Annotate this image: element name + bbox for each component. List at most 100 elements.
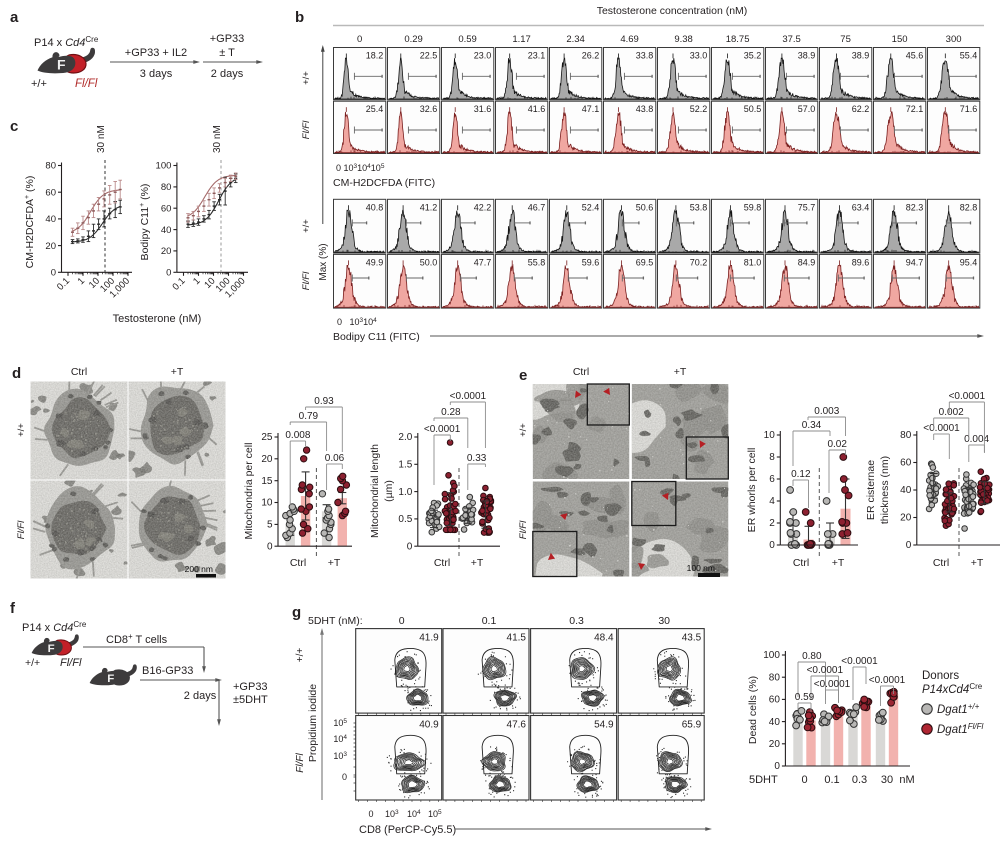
- svg-text:53.8: 53.8: [690, 202, 708, 212]
- svg-text:0.3: 0.3: [569, 615, 584, 627]
- svg-text:84.9: 84.9: [798, 257, 816, 267]
- svg-text:41.5: 41.5: [507, 633, 527, 644]
- svg-text:0.93: 0.93: [314, 396, 334, 407]
- svg-text:30: 30: [658, 615, 670, 627]
- svg-text:d: d: [12, 365, 21, 382]
- svg-text:20: 20: [45, 241, 56, 252]
- svg-text:Mitochondria per cell: Mitochondria per cell: [243, 443, 255, 540]
- svg-text:75: 75: [840, 34, 851, 45]
- svg-text:23.1: 23.1: [528, 51, 546, 61]
- svg-text:thickness (nm): thickness (nm): [879, 456, 891, 524]
- svg-text:47.1: 47.1: [582, 104, 600, 114]
- svg-text:Mitochondrial length: Mitochondrial length: [369, 444, 381, 538]
- svg-text:18.2: 18.2: [366, 51, 384, 61]
- svg-text:Propidium iodide: Propidium iodide: [307, 684, 319, 762]
- svg-text:95.4: 95.4: [960, 257, 978, 267]
- svg-text:150: 150: [892, 34, 908, 45]
- svg-text:Ctrl: Ctrl: [573, 366, 589, 378]
- svg-text:70.2: 70.2: [690, 257, 708, 267]
- svg-text:0: 0: [267, 541, 273, 552]
- svg-text:+T: +T: [832, 557, 845, 569]
- svg-text:0 103104105: 0 103104105: [336, 163, 385, 173]
- svg-text:0.59: 0.59: [795, 692, 815, 703]
- svg-text:0.06: 0.06: [325, 453, 345, 464]
- svg-text:0: 0: [769, 540, 775, 551]
- svg-text:41.9: 41.9: [419, 633, 439, 644]
- svg-text:+/+: +/+: [16, 423, 27, 437]
- svg-text:33.0: 33.0: [690, 51, 708, 61]
- svg-text:49.9: 49.9: [366, 257, 384, 267]
- svg-text:104: 104: [333, 734, 347, 744]
- svg-text:Max (%): Max (%): [318, 243, 329, 280]
- svg-text:+/+: +/+: [25, 657, 40, 669]
- svg-text:+GP33: +GP33: [210, 33, 245, 45]
- svg-text:47.6: 47.6: [507, 720, 527, 731]
- svg-text:2.0: 2.0: [398, 432, 412, 443]
- svg-text:Fl/Fl: Fl/Fl: [60, 657, 82, 669]
- svg-text:+/+: +/+: [301, 219, 312, 233]
- svg-text:0.02: 0.02: [827, 439, 847, 450]
- svg-text:48.4: 48.4: [594, 633, 614, 644]
- svg-text:Bodipy C11+ (%): Bodipy C11+ (%): [139, 184, 151, 261]
- svg-text:60: 60: [769, 695, 781, 706]
- svg-text:2 days: 2 days: [184, 690, 217, 702]
- svg-text:35.2: 35.2: [744, 51, 762, 61]
- svg-text:40: 40: [161, 225, 172, 236]
- svg-text:0: 0: [342, 772, 347, 782]
- svg-text:<0.0001: <0.0001: [869, 675, 906, 686]
- svg-text:15: 15: [261, 476, 273, 487]
- svg-text:5DHT: 5DHT: [749, 774, 778, 786]
- svg-text:0: 0: [801, 774, 807, 786]
- svg-text:ER cisternae: ER cisternae: [865, 460, 877, 520]
- svg-text:38.9: 38.9: [798, 51, 816, 61]
- svg-text:B16-GP33: B16-GP33: [142, 665, 193, 677]
- svg-text:0.1: 0.1: [170, 276, 187, 293]
- svg-text:40: 40: [769, 717, 781, 728]
- svg-text:Fl/Fl: Fl/Fl: [301, 120, 312, 139]
- svg-text:20: 20: [769, 739, 781, 750]
- svg-text:40.9: 40.9: [419, 720, 439, 731]
- svg-text:+/+: +/+: [31, 78, 47, 90]
- svg-text:+/+: +/+: [295, 648, 306, 663]
- svg-text:18.75: 18.75: [726, 34, 750, 45]
- svg-text:62.2: 62.2: [852, 104, 870, 114]
- svg-text:+T: +T: [171, 366, 184, 378]
- svg-text:0.3: 0.3: [852, 774, 867, 786]
- svg-text:75.7: 75.7: [798, 202, 816, 212]
- svg-text:80: 80: [161, 182, 172, 193]
- svg-text:Dgat1+/+: Dgat1+/+: [937, 702, 980, 716]
- svg-text:54.9: 54.9: [594, 720, 614, 731]
- svg-text:0: 0: [357, 34, 362, 45]
- svg-text:6: 6: [769, 474, 775, 485]
- svg-text:1.17: 1.17: [512, 34, 531, 45]
- svg-text:82.8: 82.8: [960, 202, 978, 212]
- svg-text:0.29: 0.29: [404, 34, 423, 45]
- svg-text:0.008: 0.008: [285, 430, 310, 441]
- svg-text:±5DHT: ±5DHT: [233, 694, 268, 706]
- svg-text:60: 60: [45, 187, 56, 198]
- svg-text:+GP33 + IL2: +GP33 + IL2: [125, 47, 187, 59]
- svg-text:100: 100: [763, 650, 780, 661]
- svg-text:103: 103: [333, 751, 347, 761]
- svg-text:25: 25: [261, 432, 273, 443]
- svg-text:Ctrl: Ctrl: [290, 557, 306, 569]
- svg-text:59.8: 59.8: [744, 202, 762, 212]
- svg-text:65.9: 65.9: [682, 720, 702, 731]
- svg-text:10: 10: [261, 498, 273, 509]
- svg-text:<0.0001: <0.0001: [949, 391, 986, 402]
- svg-text:9.38: 9.38: [674, 34, 693, 45]
- svg-text:nM: nM: [899, 774, 914, 786]
- svg-text:CD8+ T cells: CD8+ T cells: [106, 632, 168, 646]
- svg-text:23.0: 23.0: [474, 51, 492, 61]
- svg-text:43.8: 43.8: [636, 104, 654, 114]
- svg-text:± T: ± T: [219, 47, 235, 59]
- svg-text:20: 20: [261, 454, 273, 465]
- svg-text:3 days: 3 days: [140, 68, 173, 80]
- svg-text:60: 60: [161, 203, 172, 214]
- svg-text:(µm): (µm): [383, 480, 395, 502]
- svg-text:1.5: 1.5: [398, 460, 412, 471]
- svg-text:<0.0001: <0.0001: [424, 424, 461, 435]
- svg-text:0.33: 0.33: [467, 453, 487, 464]
- svg-text:Fl/Fl: Fl/Fl: [295, 753, 306, 773]
- svg-text:2.34: 2.34: [566, 34, 585, 45]
